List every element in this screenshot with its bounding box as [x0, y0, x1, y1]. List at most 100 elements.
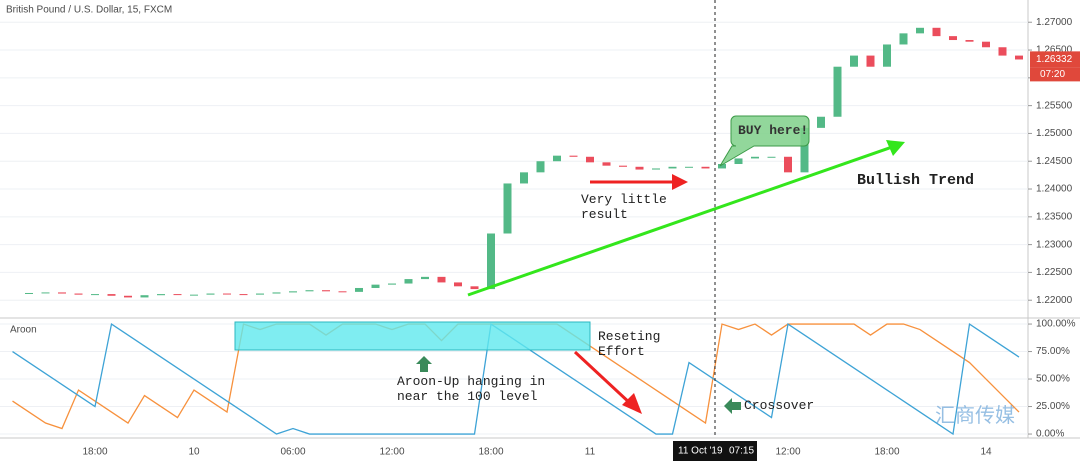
y-tick-label: 50.00% [1036, 374, 1070, 385]
candle [866, 55, 875, 67]
candle [602, 162, 611, 166]
candle [767, 156, 776, 158]
x-tick-label: 18:00 [478, 447, 503, 458]
annotation: BUY here! [738, 123, 809, 138]
annotation: Crossover [744, 398, 815, 413]
candle [520, 172, 528, 184]
x-tick-label: 11 [585, 447, 596, 458]
annotation: Bullish Trend [857, 172, 975, 189]
x-tick-label: 12:00 [379, 447, 404, 458]
y-tick-label: 1.24000 [1036, 184, 1073, 195]
candle [652, 168, 660, 170]
candle [965, 40, 974, 42]
candle [800, 127, 809, 173]
candle [883, 44, 891, 67]
candle [487, 233, 495, 290]
y-tick-label: 1.26500 [1036, 45, 1073, 56]
candle [784, 156, 792, 173]
x-tick-label: 10 [188, 447, 200, 458]
left-icon [724, 398, 741, 414]
annotation: Very little result [581, 192, 667, 222]
y-tick-label: 1.24500 [1036, 156, 1073, 167]
candle [140, 295, 149, 298]
y-tick-label: 25.00% [1036, 401, 1070, 412]
y-tick-label: 1.23000 [1036, 239, 1073, 250]
y-tick-label: 1.25500 [1036, 100, 1073, 111]
candle [305, 290, 314, 292]
y-tick-label: 1.22000 [1036, 295, 1073, 306]
candle [998, 47, 1007, 56]
candle [91, 294, 99, 296]
x-tick-label: 18:00 [874, 447, 899, 458]
crosshair-box [673, 441, 757, 461]
candle [668, 166, 677, 169]
candle [338, 291, 347, 293]
indicator-title: Aroon [10, 325, 37, 336]
candle [635, 166, 644, 170]
crosshair-date: 11 Oct '19 [678, 446, 723, 457]
y-tick-label: 100.00% [1036, 319, 1076, 330]
y-tick-label: 1.25000 [1036, 128, 1073, 139]
candle [685, 166, 693, 168]
candle [734, 158, 743, 165]
red-arrow [573, 350, 634, 407]
candle [107, 294, 116, 296]
candle [157, 294, 165, 296]
y-tick-label: 1.27000 [1036, 17, 1073, 28]
candle [437, 276, 446, 283]
crosshair-time: 07:15 [729, 446, 754, 457]
candle [1015, 55, 1023, 60]
candle [817, 116, 825, 128]
countdown-tag [1030, 67, 1080, 82]
price-tag [1030, 51, 1080, 68]
candle [190, 294, 198, 296]
candle [718, 164, 726, 169]
x-tick-label: 06:00 [280, 447, 305, 458]
candle [206, 293, 215, 295]
candle [701, 166, 710, 169]
y-tick-label: 1.23500 [1036, 211, 1073, 222]
arrow-head [672, 174, 688, 190]
candle [503, 183, 512, 234]
trend-arrow [467, 144, 896, 297]
candle [569, 155, 578, 157]
candle [355, 287, 363, 292]
candle [223, 293, 231, 295]
candle [586, 156, 594, 163]
arrow-head [886, 140, 905, 156]
chart-title: British Pound / U.S. Dollar, 15, FXCM [6, 5, 172, 16]
highlight-box [234, 321, 591, 351]
annotation: Reseting Effort [598, 329, 661, 359]
candle [553, 155, 561, 162]
candle [289, 291, 297, 293]
candle [916, 27, 924, 34]
y-tick-label: 0.00% [1036, 429, 1064, 440]
candle [173, 294, 182, 296]
candle [421, 276, 429, 280]
price-tag-label: 1.26332 [1036, 54, 1073, 65]
candle [272, 292, 281, 294]
candle [850, 55, 858, 67]
candle [982, 41, 990, 48]
annotation: Aroon-Up hanging in near the 100 level [397, 374, 546, 404]
candle [404, 279, 413, 284]
watermark: 汇商传媒 [935, 403, 1015, 427]
candle [833, 66, 842, 117]
candle [454, 282, 462, 287]
up-icon [416, 356, 432, 372]
y-tick-label: 75.00% [1036, 346, 1070, 357]
candle [388, 283, 396, 285]
candle [536, 161, 545, 173]
candle [899, 33, 908, 45]
candle [58, 292, 66, 294]
candle [470, 286, 479, 290]
callout [719, 115, 810, 167]
candle [124, 295, 132, 298]
candle [949, 36, 957, 41]
y-tick-label: 1.22500 [1036, 267, 1073, 278]
candle [256, 293, 264, 295]
candle [932, 27, 941, 37]
candle [41, 292, 50, 294]
